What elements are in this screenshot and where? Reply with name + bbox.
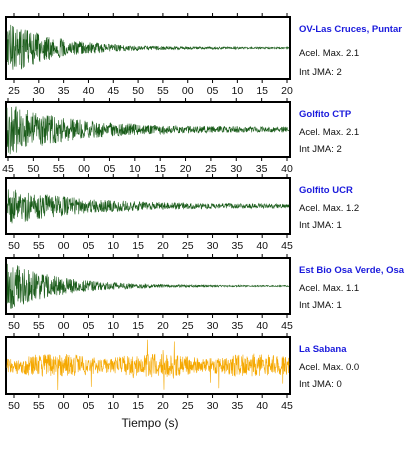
panel-5: 50 55 00 05 10 15 20 25 30 35 40 45 [5,333,293,412]
tick-label: 05 [83,320,95,332]
tick-label: 35 [58,85,70,97]
tick-label: 00 [58,240,70,252]
tick-label: 25 [8,85,20,97]
station-name: Est Bio Osa Verde, Osa [299,265,405,276]
tick-label: 00 [182,85,194,97]
tick-label: 45 [281,320,293,332]
jma-intensity: Int JMA: 1 [299,300,342,311]
tick-label: 00 [58,400,70,412]
tick-label: 25 [205,163,217,175]
tick-label: 25 [182,400,194,412]
tick-label: 10 [232,85,244,97]
tick-label: 50 [8,240,20,252]
tick-label: 10 [129,163,141,175]
tick-label: 00 [78,163,90,175]
station-name: Golfito CTP [299,109,352,120]
jma-intensity: Int JMA: 1 [299,220,342,231]
jma-intensity: Int JMA: 2 [299,67,342,78]
tick-label: 30 [207,400,219,412]
tick-label: 30 [230,163,242,175]
panel-frame [5,177,291,235]
tick-label: 50 [8,400,20,412]
tick-label: 25 [182,240,194,252]
tick-label: 50 [28,163,40,175]
waveform [6,189,290,224]
tick-label: 05 [83,240,95,252]
tick-label: 45 [2,163,14,175]
accel-max: Acel. Max. 1.1 [299,283,360,294]
tick-label: 45 [281,240,293,252]
tick-label: 35 [232,400,244,412]
tick-label: 05 [207,85,219,97]
tick-label: 15 [154,163,166,175]
tick-label: 35 [232,240,244,252]
tick-label: 50 [8,320,20,332]
tick-label: 55 [33,400,45,412]
panel-2: 45 50 55 00 05 10 15 20 25 30 35 40 [2,98,293,175]
tick-label: 55 [33,240,45,252]
tick-label: 40 [256,240,268,252]
tick-label: 15 [132,400,144,412]
panel-1: 25 30 35 40 45 50 55 00 05 10 15 20 [5,13,293,97]
station-name: La Sabana [299,344,347,355]
tick-label: 55 [157,85,169,97]
panel-frame [5,16,291,80]
tick-label: 30 [207,320,219,332]
tick-label: 35 [232,320,244,332]
panel-frame [5,257,291,315]
tick-label: 50 [132,85,144,97]
tick-label: 30 [207,240,219,252]
waveform [6,339,290,390]
panel-frame [5,101,291,158]
tick-label: 30 [33,85,45,97]
panel-3: 50 55 00 05 10 15 20 25 30 35 40 45 [5,174,293,252]
waveform [6,263,290,309]
tick-label: 20 [157,240,169,252]
tick-label: 20 [157,400,169,412]
tick-label: 20 [281,85,293,97]
tick-label: 10 [107,240,119,252]
tick-label: 55 [33,320,45,332]
panel-4: 50 55 00 05 10 15 20 25 30 35 40 45 [5,254,293,332]
waveform [6,106,290,155]
x-axis-label: Tiempo (s) [121,416,179,430]
tick-label: 00 [58,320,70,332]
panel-frame [5,336,291,395]
tick-label: 20 [180,163,192,175]
tick-label: 15 [256,85,268,97]
accel-max: Acel. Max. 2.1 [299,48,360,59]
tick-label: 45 [107,85,119,97]
jma-intensity: Int JMA: 2 [299,144,342,155]
accel-max: Acel. Max. 0.0 [299,362,360,373]
tick-label: 55 [53,163,65,175]
waveform [6,24,290,70]
jma-intensity: Int JMA: 0 [299,379,342,390]
tick-label: 10 [107,400,119,412]
station-name: OV-Las Cruces, Puntar [299,24,402,35]
tick-label: 10 [107,320,119,332]
tick-label: 40 [256,320,268,332]
tick-label: 35 [256,163,268,175]
accel-max: Acel. Max. 1.2 [299,203,360,214]
tick-label: 40 [256,400,268,412]
tick-label: 15 [132,320,144,332]
tick-label: 25 [182,320,194,332]
tick-label: 45 [281,400,293,412]
tick-label: 40 [83,85,95,97]
accel-max: Acel. Max. 2.1 [299,127,360,138]
tick-label: 40 [281,163,293,175]
tick-label: 20 [157,320,169,332]
tick-label: 05 [83,400,95,412]
station-name: Golfito UCR [299,185,353,196]
tick-label: 15 [132,240,144,252]
tick-label: 05 [104,163,116,175]
